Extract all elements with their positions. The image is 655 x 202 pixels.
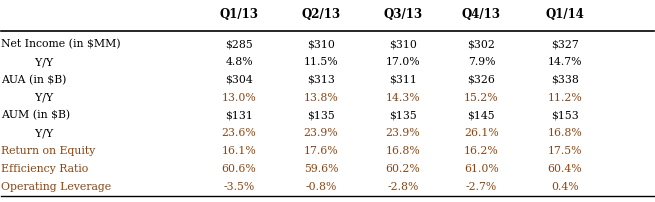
Text: 7.9%: 7.9% (468, 57, 495, 67)
Text: 61.0%: 61.0% (464, 164, 499, 174)
Text: 60.4%: 60.4% (548, 164, 582, 174)
Text: Y/Y: Y/Y (28, 93, 52, 103)
Text: 16.8%: 16.8% (547, 128, 582, 138)
Text: 17.5%: 17.5% (548, 146, 582, 156)
Text: $327: $327 (551, 39, 578, 49)
Text: Q1/13: Q1/13 (219, 8, 259, 21)
Text: -2.8%: -2.8% (387, 182, 419, 192)
Text: $135: $135 (307, 110, 335, 121)
Text: $311: $311 (389, 75, 417, 85)
Text: 59.6%: 59.6% (304, 164, 338, 174)
Text: 26.1%: 26.1% (464, 128, 499, 138)
Text: 13.8%: 13.8% (303, 93, 339, 103)
Text: 14.3%: 14.3% (386, 93, 420, 103)
Text: $302: $302 (468, 39, 495, 49)
Text: 16.1%: 16.1% (221, 146, 257, 156)
Text: 17.0%: 17.0% (386, 57, 420, 67)
Text: Q1/14: Q1/14 (545, 8, 584, 21)
Text: Operating Leverage: Operating Leverage (1, 182, 111, 192)
Text: 4.8%: 4.8% (225, 57, 253, 67)
Text: -3.5%: -3.5% (223, 182, 255, 192)
Text: AUM (in $B): AUM (in $B) (1, 110, 71, 121)
Text: $131: $131 (225, 110, 253, 121)
Text: $153: $153 (551, 110, 578, 121)
Text: 16.2%: 16.2% (464, 146, 499, 156)
Text: AUA (in $B): AUA (in $B) (1, 75, 67, 85)
Text: Return on Equity: Return on Equity (1, 146, 96, 156)
Text: 17.6%: 17.6% (304, 146, 338, 156)
Text: 60.2%: 60.2% (385, 164, 421, 174)
Text: 16.8%: 16.8% (385, 146, 421, 156)
Text: Q2/13: Q2/13 (301, 8, 341, 21)
Text: 11.5%: 11.5% (304, 57, 338, 67)
Text: $310: $310 (307, 39, 335, 49)
Text: $145: $145 (468, 110, 495, 121)
Text: Y/Y: Y/Y (28, 57, 52, 67)
Text: Q4/13: Q4/13 (462, 8, 501, 21)
Text: 23.9%: 23.9% (304, 128, 338, 138)
Text: 13.0%: 13.0% (221, 93, 257, 103)
Text: 15.2%: 15.2% (464, 93, 498, 103)
Text: $310: $310 (389, 39, 417, 49)
Text: 23.9%: 23.9% (386, 128, 420, 138)
Text: -0.8%: -0.8% (305, 182, 337, 192)
Text: $285: $285 (225, 39, 253, 49)
Text: $338: $338 (551, 75, 578, 85)
Text: 0.4%: 0.4% (551, 182, 578, 192)
Text: Y/Y: Y/Y (28, 128, 52, 138)
Text: Efficiency Ratio: Efficiency Ratio (1, 164, 88, 174)
Text: 23.6%: 23.6% (221, 128, 257, 138)
Text: $313: $313 (307, 75, 335, 85)
Text: -2.7%: -2.7% (466, 182, 497, 192)
Text: $304: $304 (225, 75, 253, 85)
Text: 11.2%: 11.2% (547, 93, 582, 103)
Text: $135: $135 (389, 110, 417, 121)
Text: 60.6%: 60.6% (221, 164, 257, 174)
Text: 14.7%: 14.7% (548, 57, 582, 67)
Text: Q3/13: Q3/13 (383, 8, 422, 21)
Text: $326: $326 (468, 75, 495, 85)
Text: Net Income (in $MM): Net Income (in $MM) (1, 39, 121, 50)
